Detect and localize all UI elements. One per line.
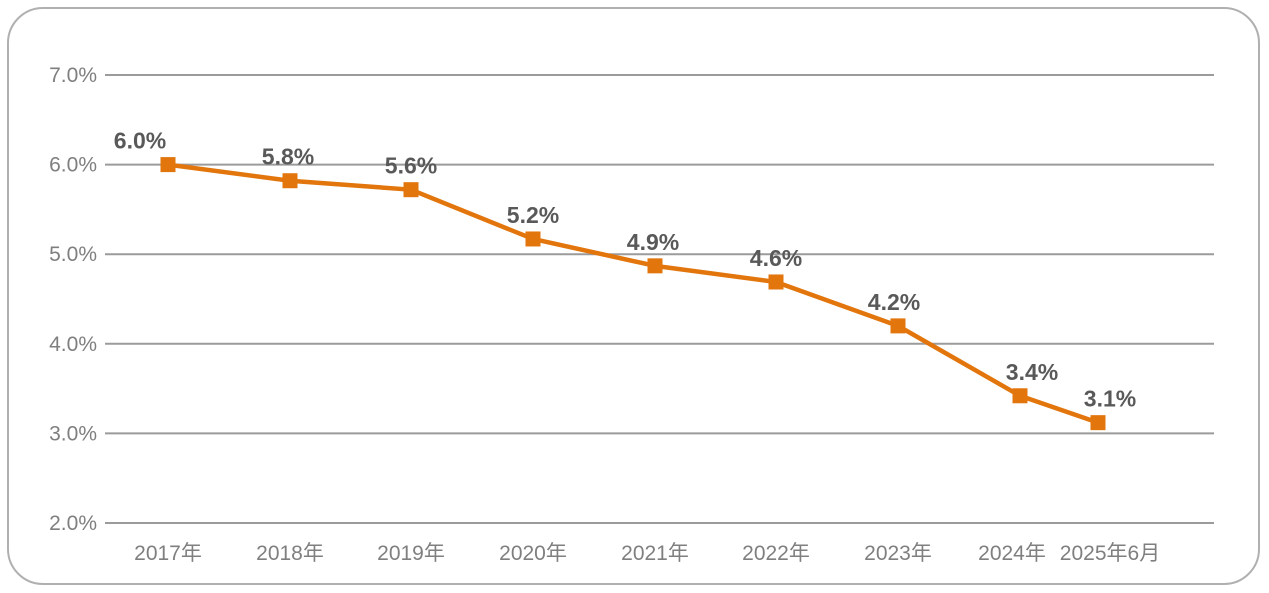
data-point-marker — [282, 173, 298, 189]
data-point-marker — [1012, 388, 1028, 404]
y-axis-tick-label: 7.0% — [49, 64, 97, 87]
data-point-label: 3.4% — [1006, 359, 1058, 385]
y-axis-tick-label: 6.0% — [49, 154, 97, 177]
data-point-label: 5.2% — [507, 202, 559, 228]
x-axis-tick-label: 2019年 — [377, 542, 445, 565]
y-axis-tick-label: 5.0% — [49, 243, 97, 266]
data-point-label: 5.8% — [262, 144, 314, 170]
series-line — [165, 162, 1101, 425]
x-axis-tick-label: 2018年 — [256, 542, 324, 565]
data-point-marker — [1090, 415, 1106, 431]
data-point-label: 6.0% — [114, 128, 166, 154]
data-point-label: 4.6% — [750, 245, 802, 271]
y-axis-tick-label: 4.0% — [49, 333, 97, 356]
data-point-marker — [525, 231, 541, 247]
y-axis-tick-label: 2.0% — [49, 512, 97, 535]
x-axis-tick-label: 2024年 — [978, 542, 1046, 565]
data-point-label: 3.1% — [1084, 386, 1136, 412]
data-point-marker — [890, 318, 906, 334]
x-axis-tick-label: 2025年6月 — [1060, 542, 1160, 565]
x-axis-tick-label: 2020年 — [499, 542, 567, 565]
y-axis-tick-label: 3.0% — [49, 422, 97, 445]
x-axis-tick-label: 2017年 — [134, 542, 202, 565]
data-point-marker — [403, 182, 419, 198]
x-axis-tick-label: 2021年 — [621, 542, 689, 565]
chart-card-border — [7, 7, 1260, 585]
data-point-label: 4.9% — [627, 229, 679, 255]
x-axis-tick-label: 2022年 — [742, 542, 810, 565]
data-point-marker — [647, 258, 663, 274]
data-point-label: 5.6% — [385, 153, 437, 179]
x-axis-tick-label: 2023年 — [864, 542, 932, 565]
data-point-marker — [768, 274, 784, 290]
data-point-marker — [160, 157, 176, 173]
data-point-label: 4.2% — [868, 289, 920, 315]
